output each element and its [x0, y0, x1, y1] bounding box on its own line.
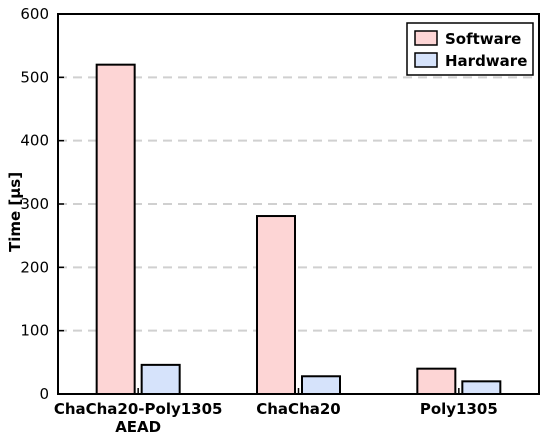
- plot-frame: [57, 13, 540, 395]
- bar-software-0: [95, 63, 136, 396]
- bars: [95, 63, 502, 396]
- gridlines: [58, 76, 539, 332]
- bar-hardware-1: [301, 375, 341, 395]
- y-tick-label-300: 300: [20, 195, 49, 213]
- bar-software-2: [416, 367, 457, 395]
- x-tick-label-0-1: AEAD: [115, 418, 161, 436]
- legend-swatch-software: [414, 30, 438, 46]
- legend-label-software: Software: [445, 30, 521, 48]
- x-tick-label-1-0: ChaCha20: [256, 400, 341, 418]
- bar-hardware-2: [461, 380, 502, 396]
- x-tick-label-2-0: Poly1305: [420, 400, 498, 418]
- y-axis-title: Time [μs]: [6, 172, 24, 252]
- y-tick-label-400: 400: [20, 132, 49, 150]
- axes: 0 100 200 300 400 500 600 ChaCha20-Poly1305AEAD…: [20, 5, 540, 436]
- y-tick-label-100: 100: [20, 322, 49, 340]
- x-tick-label-0-0: ChaCha20-Poly1305: [54, 400, 223, 418]
- y-tick-label-600: 600: [20, 5, 49, 23]
- legend-label-hardware: Hardware: [445, 52, 527, 70]
- bar-software-1: [256, 215, 296, 395]
- legend-swatch-hardware: [414, 52, 438, 68]
- bar-hardware-0: [140, 363, 181, 396]
- y-tick-label-0: 0: [39, 385, 49, 403]
- legend: Software Hardware: [406, 22, 534, 76]
- y-tick-label-500: 500: [20, 68, 49, 86]
- y-tick-label-200: 200: [20, 258, 49, 276]
